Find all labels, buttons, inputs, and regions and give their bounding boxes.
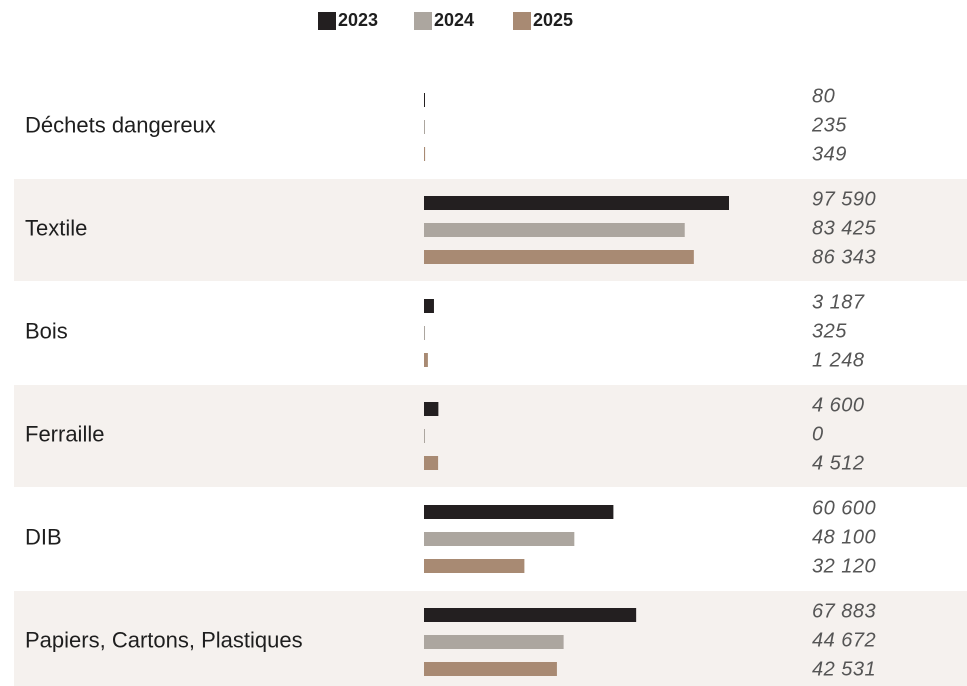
bar: [424, 326, 426, 340]
value-label: 83 425: [812, 217, 877, 239]
bar: [424, 120, 425, 134]
legend-label: 2025: [533, 10, 573, 30]
value-label: 325: [812, 320, 847, 342]
bar: [424, 353, 428, 367]
value-label: 235: [811, 114, 847, 136]
bar: [424, 402, 439, 416]
value-label: 349: [812, 143, 847, 165]
bar: [424, 505, 614, 519]
value-label: 42 531: [812, 658, 876, 680]
value-label: 86 343: [812, 246, 876, 268]
category-label: Papiers, Cartons, Plastiques: [25, 627, 303, 652]
bar: [424, 608, 637, 622]
bar: [424, 635, 564, 649]
category-label: Ferraille: [25, 421, 104, 446]
bar: [424, 429, 425, 443]
value-label: 1 248: [812, 349, 865, 371]
category-label: Bois: [25, 318, 68, 343]
value-label: 4 512: [812, 452, 865, 474]
value-label: 0: [812, 423, 824, 445]
value-label: 32 120: [812, 555, 876, 577]
bar: [424, 250, 694, 264]
bar: [424, 532, 575, 546]
row-background: [14, 385, 967, 487]
bar: [424, 559, 525, 573]
legend-swatch: [414, 12, 432, 30]
category-label: Textile: [25, 215, 87, 240]
value-label: 4 600: [812, 394, 865, 416]
category-label: Déchets dangereux: [25, 112, 216, 137]
bar: [424, 223, 685, 237]
legend-label: 2023: [338, 10, 378, 30]
bar: [424, 196, 729, 210]
value-label: 3 187: [812, 291, 865, 313]
bar: [424, 662, 557, 676]
bar: [424, 299, 434, 313]
value-label: 97 590: [812, 188, 876, 210]
category-label: DIB: [25, 524, 62, 549]
legend-label: 2024: [434, 10, 474, 30]
value-label: 60 600: [812, 497, 876, 519]
bar: [424, 93, 425, 107]
bar: [424, 147, 426, 161]
value-label: 48 100: [812, 526, 876, 548]
value-label: 44 672: [812, 629, 876, 651]
legend-swatch: [318, 12, 336, 30]
value-label: 67 883: [812, 600, 876, 622]
value-label: 80: [812, 85, 835, 107]
legend-swatch: [513, 12, 531, 30]
bar: [424, 456, 439, 470]
